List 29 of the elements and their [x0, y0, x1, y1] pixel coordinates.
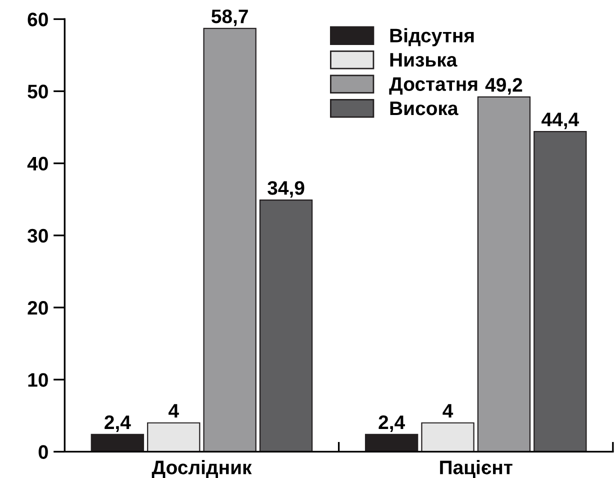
legend-label: Достатня	[389, 77, 478, 95]
data-label: 2,4	[104, 415, 131, 432]
x-tick-label: Дослідник	[152, 460, 252, 478]
y-tick-label: 20	[28, 300, 48, 315]
bar	[477, 96, 531, 452]
y-tick-label: 30	[28, 228, 48, 243]
bar	[203, 28, 256, 452]
bar	[421, 422, 474, 452]
y-tick-label: 60	[28, 12, 48, 26]
data-label: 44,4	[542, 112, 579, 130]
legend-label: Висока	[390, 102, 458, 116]
y-tick-label: 10	[28, 373, 48, 387]
bar	[259, 200, 313, 452]
data-label: 4	[442, 404, 454, 418]
data-label: 49,2	[485, 78, 522, 95]
y-tick-label: 40	[27, 156, 48, 171]
legend-label: Відсутня	[390, 28, 474, 46]
y-tick-label: 50	[28, 84, 48, 98]
data-label: 34,9	[268, 181, 304, 198]
data-label: 4	[168, 404, 179, 418]
x-tick-label: Пацієнт	[440, 460, 512, 478]
bar	[534, 131, 587, 452]
bar	[147, 422, 200, 452]
y-tick-label: 0	[38, 445, 48, 459]
data-label: 2,4	[378, 415, 405, 432]
bar	[364, 434, 418, 452]
data-label: 58,7	[212, 9, 248, 26]
legend-label: Низька	[390, 53, 458, 67]
bar	[90, 434, 144, 452]
